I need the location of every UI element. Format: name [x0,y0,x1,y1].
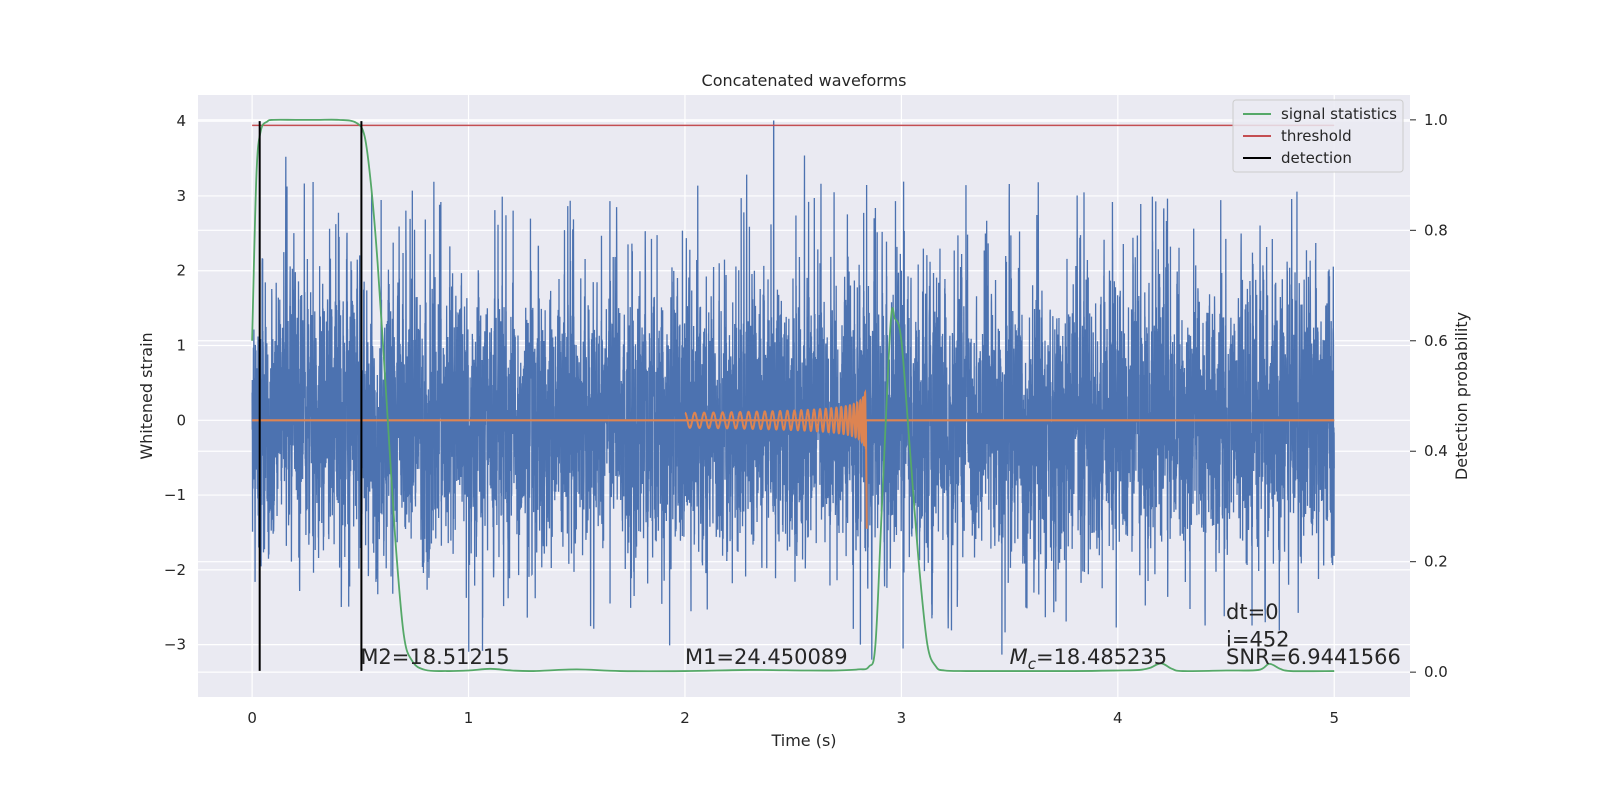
x-axis-ticks: 0 1 2 3 4 5 [247,709,1339,727]
y-right-tick-label: 0.6 [1424,332,1448,350]
annotation-i: i=452 [1226,628,1290,652]
annotation-m1: M1=24.450089 [685,645,848,669]
legend-label-2: detection [1281,149,1352,167]
series-signal-statistics [251,118,1335,673]
annotation-dt: dt=0 [1226,600,1279,624]
legend-label-1: threshold [1281,127,1352,145]
y-left-tick-label: 2 [176,262,186,280]
y-axis-right-label: Detection probability [1452,312,1471,480]
series-waveform [684,389,868,529]
y-left-tick-label: −2 [164,561,186,579]
annotation-layer: M2=18.51215 M1=24.450089 Mc=18.485235 dt… [360,600,1401,673]
y-right-tick-label: 0.0 [1424,663,1448,681]
legend-box [1232,99,1404,173]
y-right-tick-label: 0.8 [1424,221,1448,239]
x-tick-label: 2 [680,709,690,727]
x-tick-label: 3 [897,709,907,727]
x-tick-label: 5 [1329,709,1339,727]
y-axis-left-ticks: −3 −2 −1 0 1 2 3 4 [164,112,186,653]
legend-label-0: signal statistics [1281,105,1397,123]
annotation-mc-value: =18.485235 [1036,645,1167,669]
y-left-tick-label: 3 [176,187,186,205]
y-right-tick-label: 0.4 [1424,442,1448,460]
y-left-tick-label: 1 [176,337,186,355]
y-left-tick-label: 4 [176,112,186,130]
annotation-mc-symbol: M [1010,645,1028,669]
x-tick-label: 4 [1113,709,1123,727]
series-layer [251,118,1335,673]
y-left-tick-label: −3 [164,636,186,654]
x-tick-label: 0 [247,709,257,727]
y-axis-left-label: Whitened strain [137,332,156,459]
y-axis-right-ticks: 0.0 0.2 0.4 0.6 0.8 1.0 [1410,111,1448,681]
y-left-tick-label: 0 [176,411,186,429]
y-right-tick-label: 0.2 [1424,553,1448,571]
annotation-snr: SNR=6.9441566 [1226,645,1401,669]
y-right-tick-label: 1.0 [1424,111,1448,129]
annotation-m2: M2=18.51215 [360,645,509,669]
annotation-mc: Mc=18.485235 [1010,645,1168,673]
y-left-tick-label: −1 [164,486,186,504]
annotation-mc-subscript: c [1028,655,1037,673]
chart-title: Concatenated waveforms [702,71,907,90]
x-axis-label: Time (s) [770,731,836,750]
legend: signal statistics threshold detection [1232,99,1404,173]
x-tick-label: 1 [464,709,474,727]
